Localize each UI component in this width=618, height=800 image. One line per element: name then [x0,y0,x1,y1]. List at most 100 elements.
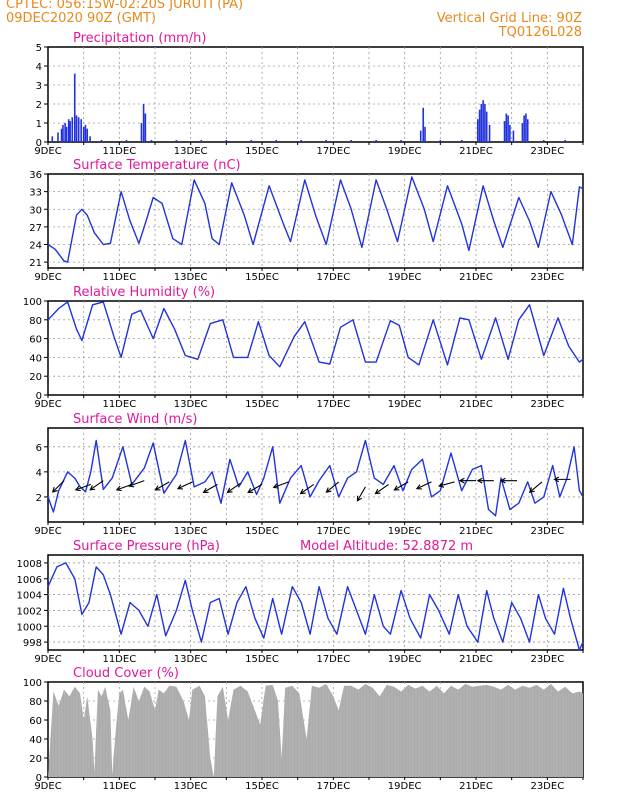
precip-bar-small [325,140,327,142]
wind-arrow-head [325,487,332,493]
temp-xtick-label: 17DEC [316,272,350,283]
rh-xtick-label: 13DEC [174,399,208,410]
precip-bar [509,124,511,142]
wind-arrow-head [272,483,279,489]
rh-xtick-label: 23DEC [530,399,564,410]
wind-xtick-label: 19DEC [388,526,422,537]
wind-ytick-label: 4 [36,468,42,479]
cloud-ytick-label: 20 [29,754,42,765]
wind-arrow-shaft [89,480,104,491]
wind-arrow-shaft [75,483,91,491]
wind-arrow-shaft [203,483,218,493]
wind-arrow-head [176,484,183,490]
rh-ytick-label: 0 [36,391,42,402]
temp-xtick-label: 9DEC [34,272,61,283]
pres-ytick-label: 1000 [17,622,42,633]
precip-bar-small [350,140,352,142]
wind-arrow-shaft [247,483,263,493]
wind-arrow-head [415,484,422,490]
pres-series-line [47,562,584,651]
pres-xtick-label: 19DEC [388,654,422,665]
pres-xtick-label: 23DEC [530,654,564,665]
wind-arrow-head [553,476,560,483]
precip-bar [485,111,488,142]
wind-arrow-head [226,487,233,493]
wind-arrow-head [247,487,254,493]
pres-ytick-label: 1004 [17,591,42,602]
wind-xtick-label: 21DEC [459,526,493,537]
wind-arrow-shaft [416,481,432,490]
precip-bar-small [100,140,103,142]
precip-bar-small [225,140,228,142]
temp-xtick-label: 19DEC [388,272,422,283]
precip-bar [69,121,71,142]
precip-ytick-label: 5 [36,43,42,54]
precip-bar [57,132,59,142]
rh-ytick-label: 100 [23,297,42,308]
precip-xtick-label: 13DEC [174,146,208,157]
precip-ytick-label: 4 [36,62,42,73]
temp-xtick-label: 23DEC [530,272,564,283]
cloud-xtick-label: 13DEC [174,781,208,792]
precip-bar [503,121,506,142]
precip-bar [478,109,481,142]
rh-ytick-label: 20 [29,372,42,383]
wind-frame [47,427,584,523]
wind-xtick-label: 9DEC [34,526,61,537]
temp-ytick-label: 30 [29,205,42,216]
rh-xtick-label: 21DEC [459,399,493,410]
precip-bar-small [275,140,278,142]
precip-bar [140,123,143,142]
pres-frame [47,554,584,651]
cloud-ytick-label: 80 [29,697,42,708]
precip-bar-small [564,140,566,142]
precip-bar-small [400,140,402,142]
precip-bar-small [125,140,128,142]
rh-xtick-label: 19DEC [388,399,422,410]
temp-xtick-label: 11DEC [102,272,136,283]
wind-arrow-shaft [356,486,366,502]
pres-ytick-label: 1002 [17,606,42,617]
pres-panel: 998 1000 1002 1004 1006 1008 9DEC 11DEC 13DEC 15D… [17,539,584,665]
wind-arrow-head [374,488,381,495]
header-station-info: CPTEC: 056:15W-02:20S JURUTI (PA) [6,0,244,12]
wind-arrow-shaft [439,481,455,487]
temp-panel: 21 24 27 30 33 36 9DEC 11DEC 13DEC 15DEC 17DEC 19DE… [29,158,584,283]
wind-xtick-label: 13DEC [174,526,208,537]
wind-arrow-head [528,487,535,493]
wind-title: Surface Wind (m/s) [73,412,197,427]
precip-xtick-label: 15DEC [245,146,279,157]
temp-xtick-label: 21DEC [459,272,493,283]
wind-arrow-head [202,487,209,493]
precip-bar-small [542,140,545,142]
precip-bar [60,128,63,142]
wind-xtick-label: 17DEC [316,526,350,537]
precip-bar [507,115,509,142]
cloud-title: Cloud Cover (%) [73,666,179,681]
wind-arrow-shaft [129,480,145,487]
wind-arrow-head [89,485,96,491]
rh-panel: 0 20 40 60 80 100 9DEC 11DEC 13DEC 15DEC 17DEC 19DE… [23,285,584,410]
precip-bar-small [200,140,203,142]
precip-bar [65,126,68,142]
temp-ytick-label: 33 [29,188,42,199]
wind-arrow-shaft [155,481,170,491]
cloud-ytick-label: 100 [23,678,42,689]
wind-arrow-head [115,485,122,492]
precip-bar [424,126,426,142]
header-vertical-grid-line: Vertical Grid Line: 90Z [436,11,582,26]
temp-ytick-label: 36 [29,170,42,181]
precip-xtick-label: 9DEC [34,146,61,157]
rh-xtick-label: 15DEC [245,399,279,410]
wind-xtick-label: 11DEC [102,526,136,537]
precip-xtick-label: 23DEC [530,146,564,157]
precip-bar [142,104,145,142]
pres-xtick-label: 13DEC [174,654,208,665]
rh-frame [47,300,584,396]
wind-arrow-shaft [52,480,65,493]
temp-xtick-label: 15DEC [245,272,279,283]
precip-bar-small [375,140,377,142]
wind-arrow-head [356,495,362,502]
precip-ytick-label: 1 [36,119,42,130]
